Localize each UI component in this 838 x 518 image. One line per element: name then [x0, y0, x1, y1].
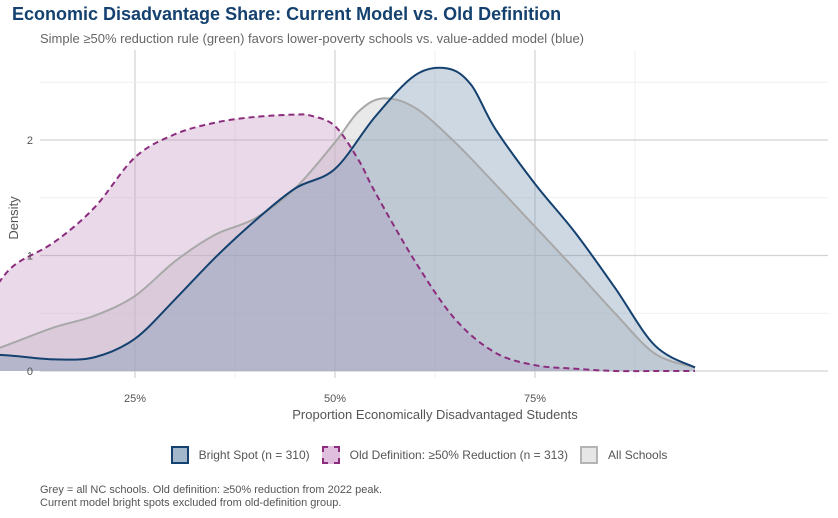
- legend-label-old-definition: Old Definition: ≥50% Reduction (n = 313): [349, 448, 569, 462]
- line-all-schools: [0, 97, 696, 369]
- y-axis-label: Density: [6, 196, 21, 240]
- y-tick-label: 1: [27, 251, 33, 263]
- legend: Bright Spot (n = 310) Old Definition: ≥5…: [0, 446, 838, 464]
- line-bright-spot: [0, 66, 696, 369]
- density-chart: 25% 50% 75% 0 1 2 Proportion Economically Di…: [0, 50, 828, 422]
- grid-lines: [40, 50, 828, 378]
- legend-item-old-definition: Old Definition: ≥50% Reduction (n = 313): [321, 446, 569, 464]
- legend-key-old-definition: [321, 446, 340, 464]
- legend-label-bright-spot: Bright Spot (n = 310): [198, 448, 310, 462]
- caption-line-1: Grey = all NC schools. Old definition: ≥…: [40, 484, 383, 496]
- density-lines: [0, 66, 696, 373]
- area-bright-spot: [0, 67, 695, 371]
- density-areas: [0, 67, 695, 372]
- legend-item-all-schools: All Schools: [580, 446, 667, 464]
- area-old-definition-50-reduction: [0, 114, 695, 372]
- x-tick-label: 25%: [124, 393, 146, 405]
- area-all-schools: [0, 98, 695, 371]
- y-axis-ticks: 0 1 2: [27, 135, 33, 378]
- legend-key-bright-spot: [170, 446, 189, 464]
- legend-item-bright-spot: Bright Spot (n = 310): [170, 446, 310, 464]
- x-axis-label: Proportion Economically Disadvantaged St…: [292, 407, 578, 422]
- x-axis-ticks: 25% 50% 75%: [124, 393, 546, 405]
- chart-title: Economic Disadvantage Share: Current Mod…: [12, 4, 562, 24]
- y-tick-label: 2: [27, 135, 33, 147]
- legend-key-all-schools: [580, 446, 599, 464]
- caption-line-2: Current model bright spots excluded from…: [40, 497, 342, 509]
- x-tick-label: 75%: [524, 393, 546, 405]
- y-tick-label: 0: [27, 366, 33, 378]
- x-tick-label: 50%: [324, 393, 346, 405]
- chart-subtitle: Simple ≥50% reduction rule (green) favor…: [40, 31, 585, 46]
- legend-label-all-schools: All Schools: [608, 448, 668, 462]
- caption: Grey = all NC schools. Old definition: ≥…: [40, 484, 382, 510]
